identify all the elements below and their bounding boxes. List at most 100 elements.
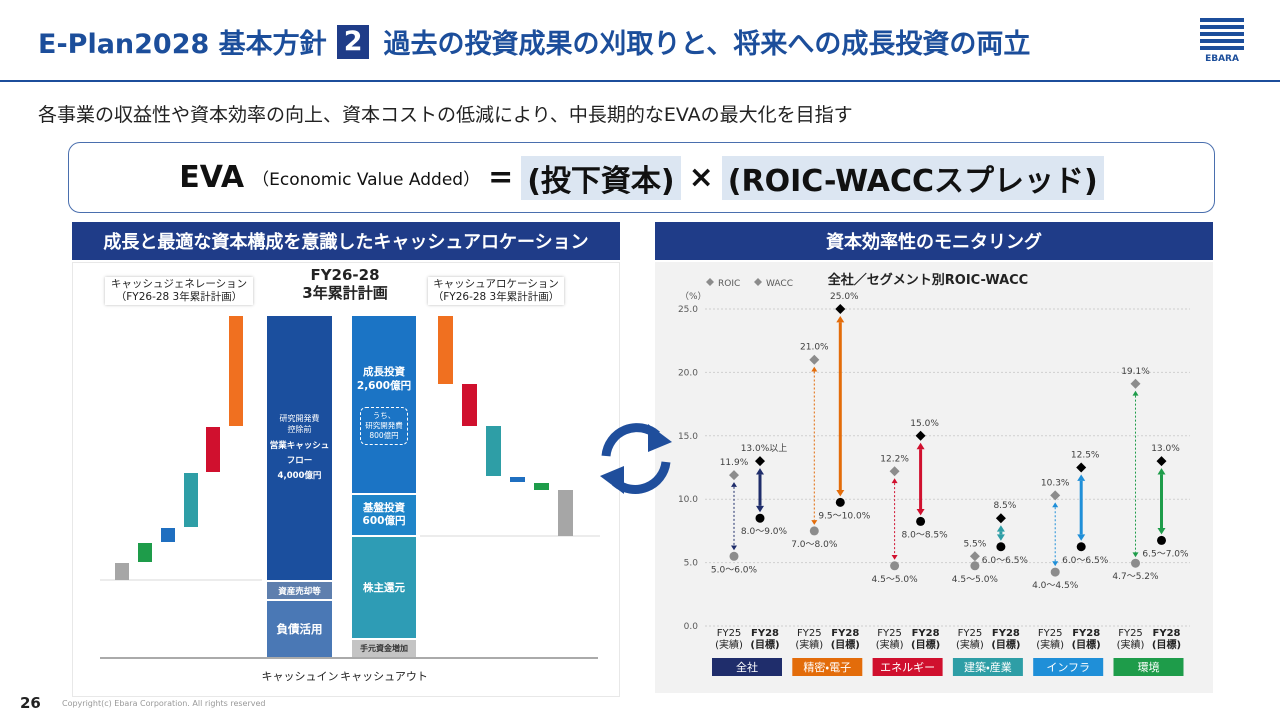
roic-marker [809, 354, 820, 365]
y-tick-label: 15.0 [678, 432, 698, 442]
spread-arrow [996, 525, 1005, 541]
y-tick-label: 25.0 [678, 305, 698, 315]
roic-label: 5.5% [963, 539, 986, 549]
wacc-label: 4.5～5.0% [872, 575, 919, 585]
panel-header: 資本効率性のモニタリング [655, 222, 1213, 260]
waterfall-bar [138, 543, 152, 562]
group-box [872, 658, 943, 676]
waterfall-bar [229, 316, 243, 426]
cash-out-block: 基盤投資 600億円 [352, 495, 416, 535]
cash-out-block: 株主還元 [352, 537, 416, 638]
wacc-label: 9.5～10.0% [818, 511, 870, 521]
logo-stripe [1200, 46, 1244, 50]
wacc-marker [916, 516, 926, 526]
arrow-head [1132, 552, 1139, 558]
logo-stripe [1200, 25, 1244, 29]
x-tick-label: FY28 (目標) [911, 628, 941, 651]
header-rule [0, 80, 1280, 82]
roic-label: 10.3% [1041, 478, 1070, 488]
waterfall-bar [558, 490, 573, 536]
badge: 2 [336, 24, 370, 59]
roic-marker [1130, 378, 1141, 389]
x-tick-label: FY25 (実績) [1036, 628, 1065, 651]
roic-marker [1076, 462, 1087, 473]
group-box [712, 658, 782, 676]
spread-arrow [916, 442, 925, 516]
group-box [792, 658, 863, 676]
wacc-label: 6.5～7.0% [1142, 549, 1189, 559]
waterfall-bar [184, 473, 198, 527]
cash-out-growth: 成長投資 2,600億円 うち、 研究開発費 800億円 [352, 316, 416, 493]
logo-stripe [1200, 32, 1244, 36]
arrow-head [996, 534, 1005, 541]
block-label: 営業キャッシュ フロー 4,000億円 [269, 440, 330, 481]
wacc-marker [755, 513, 765, 523]
wacc-marker [1157, 535, 1166, 545]
spread-arrow [731, 482, 737, 551]
wacc-marker [970, 561, 980, 571]
wacc-label: 6.0～6.5% [1062, 556, 1109, 566]
legend-marker [754, 278, 762, 286]
panel-body [655, 262, 1213, 693]
waterfall-bar [206, 427, 220, 472]
wacc-label: 8.0～9.0% [741, 527, 788, 537]
roic-label: 13.0%以上 [741, 443, 788, 454]
spread-arrow [1077, 474, 1086, 541]
arrow-head [891, 554, 898, 560]
title: 過去の投資成果の刈取りと、将来への成長投資の両立 [383, 29, 1031, 60]
logo-stripe [1200, 39, 1244, 43]
logo-stripe [1200, 18, 1244, 22]
x-tick-label: FY25 (実績) [955, 628, 984, 651]
roic-label: 13.0% [1151, 444, 1180, 454]
formula-box: EVA （Economic Value Added） = (投下資本) × (R… [68, 142, 1215, 213]
x-tick-label: FY25 (実績) [875, 628, 904, 651]
group-label: 精密・電子 [803, 660, 851, 674]
waterfall-bar [438, 316, 453, 384]
cash-in-block: 資産売却等 [267, 582, 332, 599]
arrow-head [811, 366, 818, 372]
roic-label: 11.9% [720, 458, 749, 468]
roic-label: 19.1% [1121, 367, 1150, 377]
sync-icon [600, 423, 672, 494]
y-unit: （%） [680, 291, 707, 302]
arrow-head [1132, 390, 1139, 396]
x-label: キャッシュイン [261, 670, 339, 683]
x-tick-label: FY28 (目標) [1071, 628, 1101, 651]
arrow-head [916, 508, 925, 516]
allocation-label: キャッシュアロケーション （FY26-28 3年累計計画） [428, 277, 564, 305]
header: E-Plan2028 基本方針 2 過去の投資成果の刈取りと、将来への成長投資の… [38, 22, 1030, 61]
formula-times: × [688, 160, 714, 195]
wacc-label: 8.0～8.5% [902, 530, 949, 540]
arrow-head [836, 489, 845, 497]
formula-term: (ROIC-WACCスプレッド) [721, 155, 1104, 200]
group-label: エネルギー [880, 661, 935, 674]
plan-label: FY26-28 3年累計計画 [302, 266, 388, 302]
wacc-marker [1050, 567, 1060, 577]
block-label: 成長投資 2,600億円 [356, 365, 412, 392]
group-label: 環境 [1138, 661, 1160, 674]
spread-arrow [1157, 468, 1166, 535]
roic-label: 8.5% [993, 501, 1016, 511]
cash-in-block: 負債活用 [267, 601, 332, 657]
wacc-label: 4.5～5.0% [952, 575, 999, 585]
roic-marker [969, 551, 980, 562]
roic-marker [915, 430, 926, 441]
subtitle: 各事業の収益性や資本効率の向上、資本コストの低減により、中長期的なEVAの最大化… [38, 104, 853, 126]
waterfall-bar [486, 426, 501, 476]
y-tick-label: 0.0 [684, 622, 699, 632]
legend-label: ROIC [718, 279, 740, 289]
x-tick-label: FY28 (目標) [991, 628, 1021, 651]
formula-eva: EVA [179, 160, 245, 195]
y-tick-label: 10.0 [678, 495, 698, 505]
waterfall-bar [462, 384, 477, 426]
block-note: うち、 研究開発費 800億円 [360, 406, 408, 445]
roic-marker [729, 470, 739, 481]
formula-note: （Economic Value Added） [252, 170, 481, 190]
wacc-label: 4.0～4.5% [1032, 581, 1079, 591]
wacc-marker [1131, 558, 1140, 568]
x-tick-label: FY25 (実績) [715, 628, 743, 651]
wacc-label: 5.0～6.0% [711, 565, 758, 575]
logo: EBARA [1200, 18, 1244, 64]
